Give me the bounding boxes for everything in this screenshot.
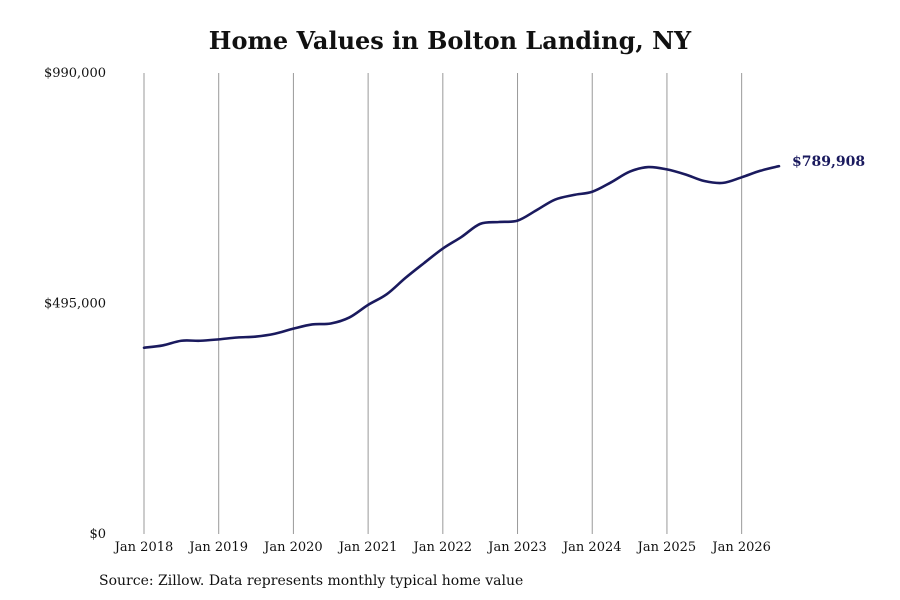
grid-lines xyxy=(143,73,743,534)
chart-source-note: Source: Zillow. Data represents monthly … xyxy=(99,573,524,589)
x-tick-label: Jan 2026 xyxy=(710,540,771,555)
x-tick-label: Jan 2019 xyxy=(187,540,248,555)
x-tick-label: Jan 2024 xyxy=(561,540,622,555)
y-axis-ticks: $0 $495,000 $990,000 xyxy=(44,66,106,542)
y-tick-label: $0 xyxy=(89,527,106,542)
x-axis-ticks: Jan 2018 Jan 2019 Jan 2020 Jan 2021 Jan 2022… xyxy=(113,540,771,555)
series-line-home-value xyxy=(142,164,781,350)
x-tick-label: Jan 2020 xyxy=(262,540,323,555)
end-value-label: $789,908 xyxy=(792,154,865,170)
y-tick-label: $495,000 xyxy=(44,297,106,312)
x-tick-label: Jan 2022 xyxy=(412,540,473,555)
x-tick-label: Jan 2021 xyxy=(337,540,398,555)
end-label-layer: $789,908 xyxy=(792,154,865,170)
chart-title: Home Values in Bolton Landing, NY xyxy=(208,26,692,55)
x-tick-label: Jan 2023 xyxy=(486,540,547,555)
series-layer xyxy=(142,164,781,350)
x-tick-label: Jan 2025 xyxy=(636,540,697,555)
x-tick-label: Jan 2018 xyxy=(113,540,174,555)
y-tick-label: $990,000 xyxy=(44,66,106,81)
